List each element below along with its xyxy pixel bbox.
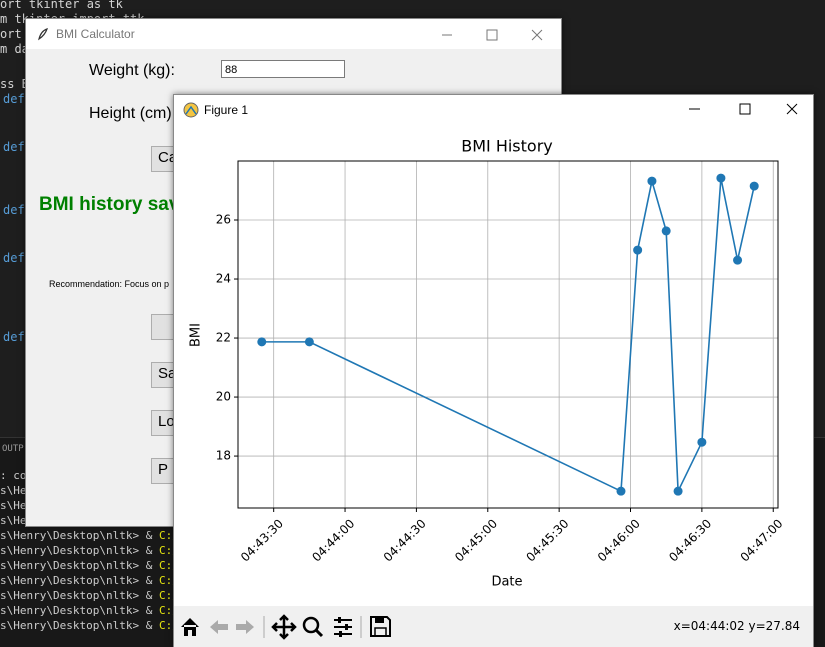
weight-input[interactable]: 88	[221, 60, 345, 78]
x-tick-label: 04:46:30	[666, 516, 714, 564]
pan-icon[interactable]	[271, 614, 297, 640]
chart: BMI History Date BMI 18 20 22 24 26 04:43:30 0…	[189, 137, 786, 590]
terminal-line: s\Henry\Desktop\nltk> & C:/Use	[0, 574, 199, 587]
data-point	[633, 245, 643, 255]
subplots-icon[interactable]	[334, 619, 352, 635]
terminal-line: s\Henry\Desktop\nltk> & C:/Use	[0, 604, 199, 617]
terminal-prompt: s\Henry\Desktop\nltk> &	[0, 619, 159, 632]
title-bar	[26, 19, 561, 49]
figure-window: Figure 1 BMI History Date BMI 18 20 22 24 26…	[173, 94, 814, 647]
y-axis-label: BMI	[189, 323, 204, 347]
data-point	[616, 486, 626, 496]
back-icon[interactable]	[210, 620, 228, 634]
terminal-prompt: s\Henry\Desktop\nltk> &	[0, 529, 159, 542]
x-tick-label: 04:43:30	[238, 516, 286, 564]
forward-icon[interactable]	[236, 620, 254, 634]
weight-label: Weight (kg):	[89, 62, 175, 79]
series-line	[261, 177, 755, 493]
data-point	[661, 226, 671, 236]
code-line: ort tkinter as tk	[0, 0, 123, 11]
chart-title: BMI History	[461, 137, 553, 156]
y-tick-label: 22	[216, 331, 231, 345]
terminal-prompt: s\Henry\Desktop\nltk> &	[0, 544, 159, 557]
data-point	[304, 337, 314, 347]
y-tick-label: 20	[216, 390, 231, 404]
y-tick-label: 18	[216, 449, 231, 463]
terminal-line: s\Henry\Desktop\nltk> & C:/Use	[0, 544, 199, 557]
code-line: def	[3, 251, 25, 265]
zoom-icon[interactable]	[302, 616, 320, 634]
x-tick-label: 04:44:30	[381, 516, 429, 564]
recommendation: Recommendation: Focus on p	[49, 279, 170, 289]
toolbar-icons[interactable]	[178, 614, 398, 640]
code-line: def	[3, 140, 25, 154]
load-button[interactable]: Lo	[151, 410, 182, 436]
data-point	[749, 181, 759, 191]
data-point	[647, 176, 657, 186]
window-controls[interactable]	[684, 101, 809, 117]
x-tick-label: 04:45:00	[452, 516, 500, 564]
terminal-prompt: s\Henry\Desktop\nltk> &	[0, 604, 159, 617]
code-line: def	[3, 330, 25, 344]
code-line: def	[3, 203, 25, 217]
window-controls[interactable]	[436, 27, 556, 43]
terminal-line: s\Henry\Desktop\nltk> & C:/Use	[0, 619, 199, 632]
coordinates: x=04:44:02 y=27.84	[673, 619, 800, 633]
x-axis-label: Date	[491, 575, 522, 590]
window-title: Figure 1	[204, 103, 249, 117]
plot-frame	[237, 160, 779, 509]
terminal-line: : cou	[0, 469, 34, 482]
y-tick-label: 26	[216, 213, 231, 227]
figure-icon	[183, 102, 199, 118]
terminal-prompt: s\Henry\Desktop\nltk> &	[0, 589, 159, 602]
x-tick-label: 04:47:00	[738, 516, 786, 564]
terminal-line: s\Henry\Desktop\nltk> & C:/Use	[0, 589, 199, 602]
terminal-prompt: s\Henry\Desktop\nltk> &	[0, 574, 159, 587]
data-point	[697, 437, 707, 447]
terminal-line: s\Henry\Desktop\nltk> & C:/Use	[0, 529, 199, 542]
y-tick-label: 24	[216, 272, 231, 286]
data-point	[716, 173, 726, 183]
status-message: BMI history sav	[39, 194, 180, 215]
data-point	[673, 486, 683, 496]
app-icon	[38, 28, 48, 41]
height-label: Height (cm):	[89, 105, 177, 122]
terminal-prompt: s\Henry\Desktop\nltk> &	[0, 559, 159, 572]
data-point	[733, 255, 743, 265]
plot-button[interactable]: P	[151, 458, 176, 484]
terminal-line: s\Henry\Desktop\nltk> & C:/Use	[0, 559, 199, 572]
home-icon[interactable]	[181, 618, 199, 636]
data-point	[257, 337, 267, 347]
code-line: def	[3, 92, 25, 106]
x-tick-label: 04:46:00	[595, 516, 643, 564]
window-title: BMI Calculator	[56, 27, 135, 41]
x-tick-label: 04:45:30	[523, 516, 571, 564]
save-icon[interactable]	[370, 616, 391, 637]
x-tick-label: 04:44:00	[309, 516, 357, 564]
panel-tab: OUTP	[2, 444, 24, 454]
